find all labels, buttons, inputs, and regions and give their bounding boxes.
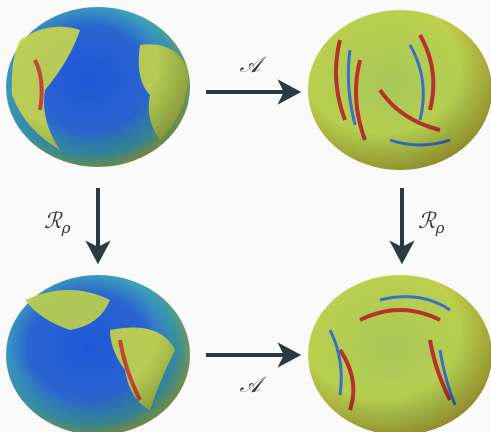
arrowhead: [282, 347, 297, 363]
sphere-field-bottom: [308, 275, 491, 432]
arrowhead: [282, 84, 297, 100]
arrow-label: ℛρ: [44, 209, 71, 237]
arrow-label: 𝒜: [240, 373, 267, 398]
sphere-earth-top: [6, 7, 190, 167]
arrow-label: ℛρ: [418, 209, 445, 237]
sphere-field-top: [308, 10, 491, 170]
arrowhead: [90, 245, 106, 260]
symbol: ℛ: [418, 209, 437, 234]
page: 𝒜 𝒜 ℛρ ℛρ (() => { const data = JSON.par…: [0, 0, 491, 432]
diagram: 𝒜 𝒜 ℛρ ℛρ: [0, 0, 491, 432]
arrow-label: 𝒜: [240, 53, 267, 78]
symbol: ℛ: [44, 209, 63, 234]
subscript: ρ: [435, 219, 445, 237]
arrowhead: [394, 245, 410, 260]
subscript: ρ: [61, 219, 71, 237]
sphere-earth-bottom: [6, 275, 190, 432]
